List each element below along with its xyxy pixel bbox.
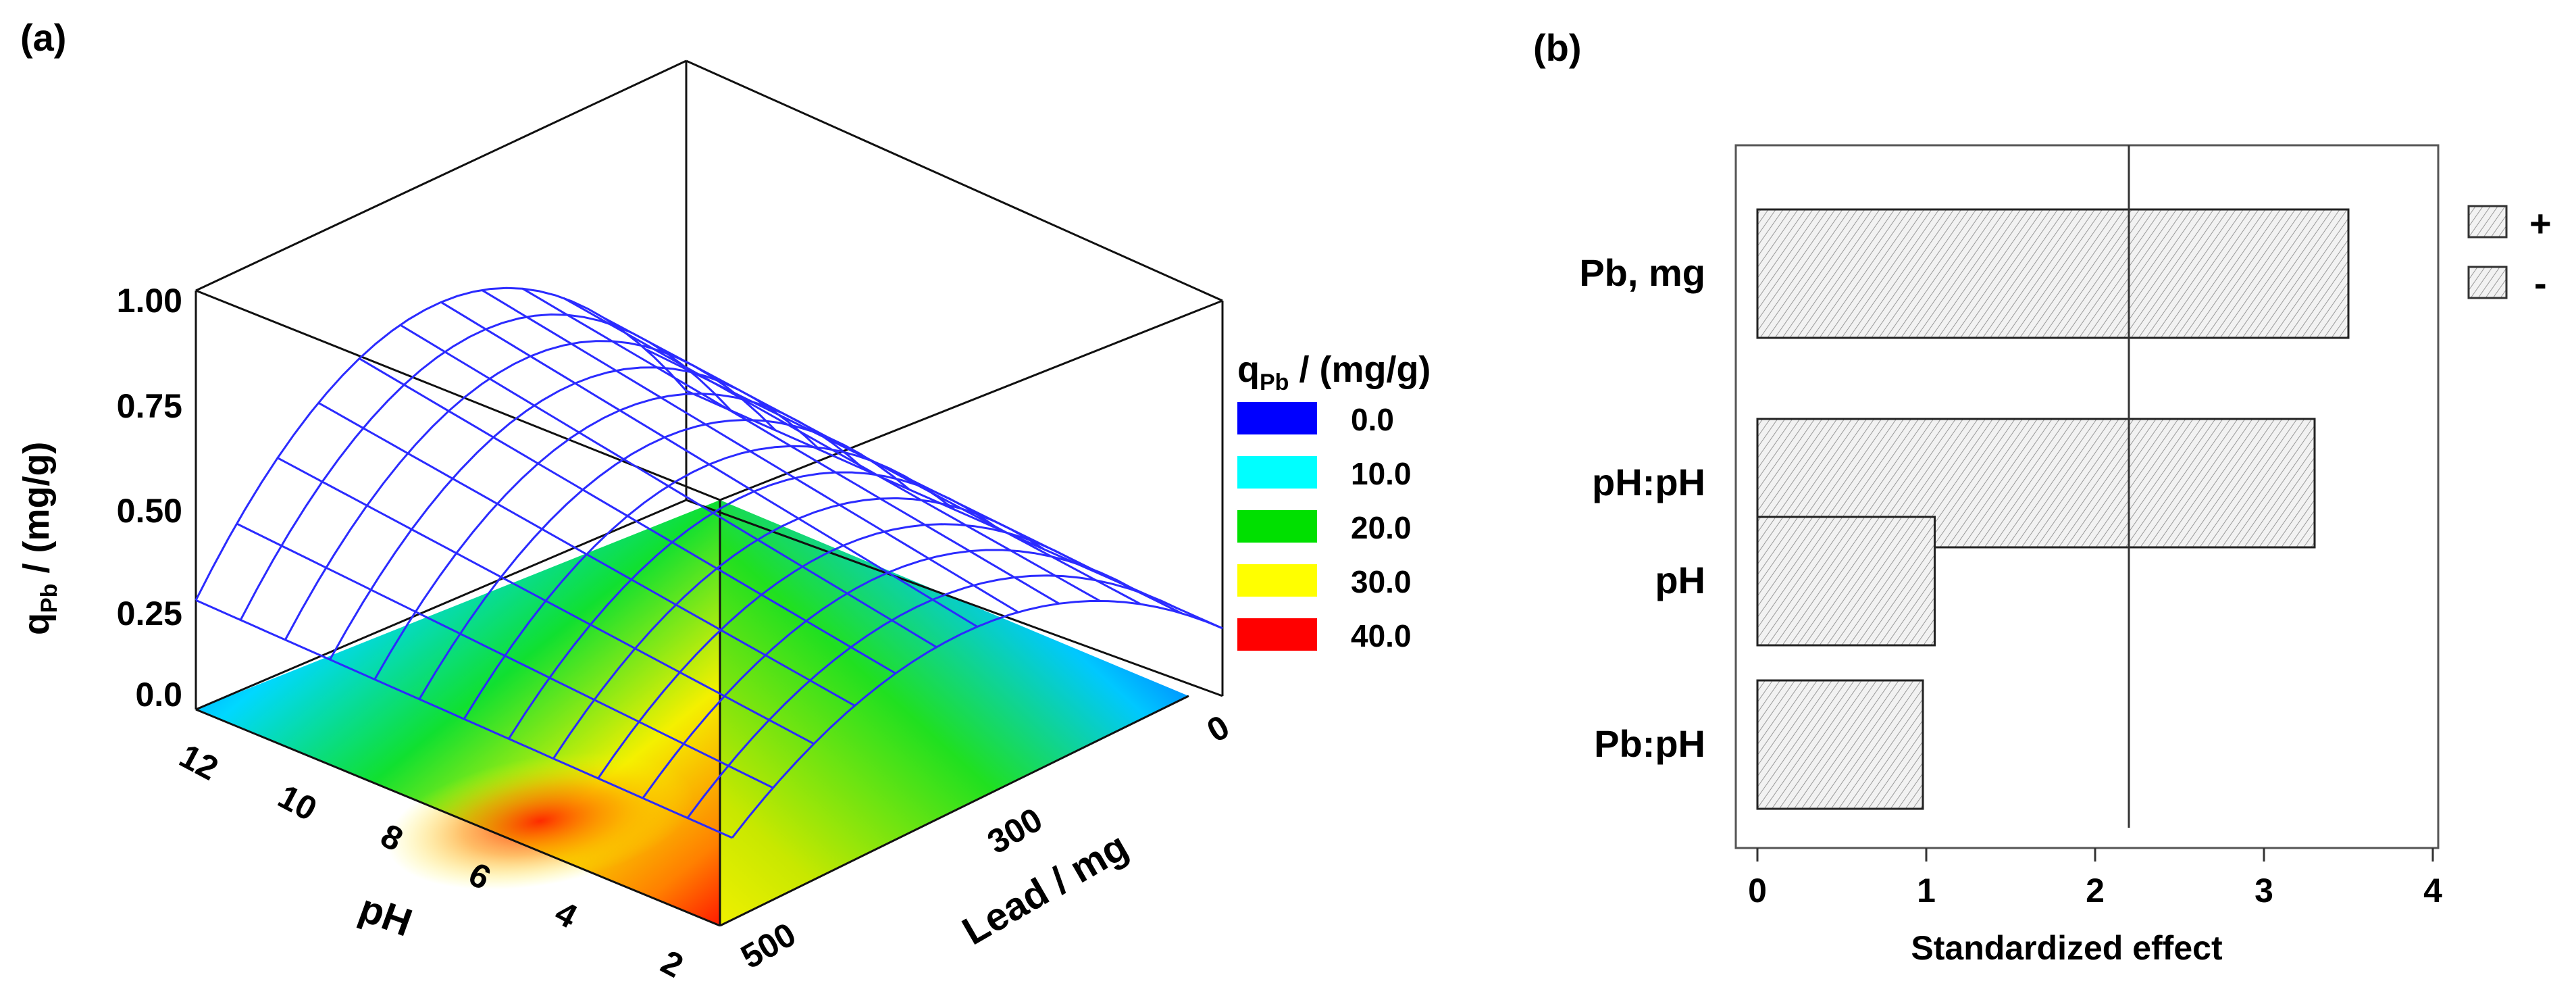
bar [1756, 208, 2350, 339]
legend-label-minus: - [2534, 261, 2547, 304]
legend-label: 10.0 [1351, 456, 1412, 491]
x-tick-label: 1 [1917, 872, 1936, 909]
mesh-line [731, 599, 1223, 839]
bar [1756, 679, 1924, 810]
panel-a: (a) 1.00 0.75 0.50 0.25 0.0 [16, 16, 1431, 985]
legend-title-rest: / (mg/g) [1289, 349, 1431, 390]
bar-x-axis-label: Standardized effect [1911, 929, 2223, 967]
legend-swatch [1237, 618, 1317, 651]
lead-tick-label: 500 [735, 915, 802, 976]
mesh-line [236, 522, 774, 789]
contour-floor-right [720, 500, 1189, 926]
legend-label: 40.0 [1351, 618, 1412, 653]
legend-swatch [1237, 510, 1317, 543]
legend-swatch [1237, 456, 1317, 489]
plot-box [195, 59, 1224, 927]
lead-tick-label: 0 [1201, 707, 1236, 749]
z-axis: 1.00 0.75 0.50 0.25 0.0 qPb / (mg/g) [16, 282, 182, 714]
bar-category-label: Pb:pH [1594, 722, 1705, 765]
z-tick-label: 0.50 [117, 492, 182, 530]
ph-axis-label: pH [354, 886, 418, 945]
legend-label: 30.0 [1351, 564, 1412, 599]
legend-swatch-plus [2467, 205, 2508, 239]
x-tick-label: 0 [1748, 872, 1767, 909]
legend-swatch-minus [2467, 266, 2508, 299]
z-tick-label: 0.25 [117, 595, 182, 632]
surface-legend-items: 0.0 10.0 20.0 30.0 40.0 [1237, 402, 1412, 653]
bar-category-label: Pb, mg [1579, 251, 1705, 294]
panel-a-label: (a) [20, 16, 66, 59]
z-axis-label-rest: / (mg/g) [16, 442, 57, 584]
z-axis-label-sub: Pb [36, 584, 62, 613]
bar-plot: Pb, mg pH:pH pH Pb:pH 0 1 2 3 4 [1579, 145, 2442, 909]
legend-title: qPb / (mg/g) [1237, 349, 1431, 395]
x-tick-label: 4 [2423, 872, 2442, 909]
legend-title-main: q [1237, 349, 1260, 390]
mesh-line [686, 574, 1179, 819]
lead-axis-label: Lead / mg [955, 824, 1135, 954]
mesh-line [642, 549, 1134, 799]
mesh-line [195, 599, 733, 839]
bar-legend: + - [2467, 202, 2552, 304]
panel-b-label: (b) [1533, 26, 1582, 69]
surface-legend: qPb / (mg/g) 0.0 10.0 20.0 30.0 40.0 [1237, 349, 1431, 653]
x-tick-label: 2 [2086, 872, 2105, 909]
ph-tick-label: 10 [272, 777, 323, 828]
legend-label: 20.0 [1351, 510, 1412, 545]
legend-swatch [1237, 564, 1317, 597]
legend-swatch [1237, 402, 1317, 434]
z-tick-label: 1.00 [117, 282, 182, 320]
z-axis-label-main: q [16, 613, 57, 635]
legend-title-sub: Pb [1260, 370, 1289, 395]
ph-tick-label: 12 [174, 737, 224, 788]
panel-b: (b) Pb, mg pH:pH pH Pb:pH 0 1 2 3 4 Standardized… [1533, 26, 2552, 967]
bar-category-label: pH [1655, 559, 1705, 601]
response-surface-mesh [195, 286, 1223, 839]
z-tick-label: 0.0 [135, 676, 182, 714]
legend-label-plus: + [2529, 202, 2552, 245]
bar-category-label: pH:pH [1592, 461, 1705, 503]
z-tick-label: 0.75 [117, 387, 182, 425]
bar [1756, 516, 1936, 647]
x-tick-label: 3 [2255, 872, 2273, 909]
z-axis-label: qPb / (mg/g) [16, 442, 62, 635]
lead-tick-label: 300 [981, 800, 1049, 861]
ph-tick-label: 2 [655, 943, 690, 985]
ph-tick-label: 4 [549, 893, 584, 936]
legend-label: 0.0 [1351, 402, 1394, 437]
